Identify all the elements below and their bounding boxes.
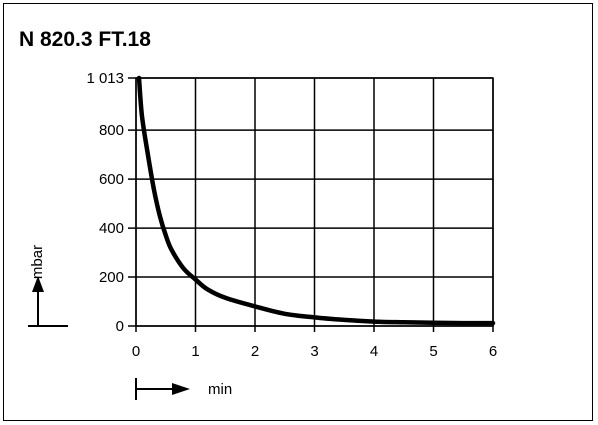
series-line — [136, 75, 496, 326]
x-tick-label: 0 — [132, 343, 140, 360]
series-group — [136, 75, 496, 326]
x-tick-label: 4 — [370, 343, 378, 360]
y-tick-labels: 0 200 400 600 800 1 013 — [86, 70, 124, 335]
chart-title: N 820.3 FT.18 — [19, 28, 151, 51]
x-tick-label: 3 — [310, 343, 318, 360]
y-tick-label: 1 013 — [86, 70, 124, 87]
grid-lines — [128, 77, 494, 332]
y-axis-label: mbar — [29, 245, 46, 279]
y-tick-label: 600 — [99, 171, 124, 188]
x-tick-label: 5 — [429, 343, 437, 360]
y-tick-label: 800 — [99, 122, 124, 139]
x-tick-label: 6 — [489, 343, 497, 360]
x-axis-label: min — [208, 381, 232, 398]
x-tick-label: 1 — [191, 343, 199, 360]
x-tick-label: 2 — [251, 343, 259, 360]
x-axis-arrow-icon — [135, 378, 190, 400]
y-tick-label: 0 — [116, 318, 124, 335]
y-tick-label: 200 — [99, 269, 124, 286]
y-tick-label: 400 — [99, 220, 124, 237]
chart-frame — [3, 3, 593, 421]
y-axis-arrow-icon — [28, 276, 68, 327]
x-tick-labels: 0 1 2 3 4 5 6 — [132, 343, 497, 360]
